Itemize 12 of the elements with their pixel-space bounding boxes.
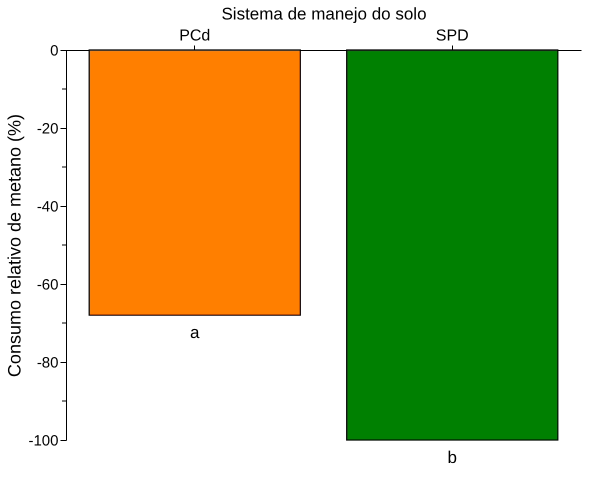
annotation: b [448,448,457,467]
x-axis-title: Sistema de manejo do solo [221,4,427,24]
y-tick-label: -40 [36,198,58,216]
x-tick-label: PCd [179,28,210,44]
x-tick-label: SPD [436,28,469,44]
y-axis-title: Consumo relativo de metano (%) [4,114,24,378]
y-tick-label: -100 [28,432,58,450]
y-tick-label: -60 [36,276,58,294]
y-tick-label: -20 [36,120,58,138]
y-tick-label: 0 [50,42,58,60]
y-tick-label: -80 [36,354,58,372]
annotation: a [190,323,200,342]
